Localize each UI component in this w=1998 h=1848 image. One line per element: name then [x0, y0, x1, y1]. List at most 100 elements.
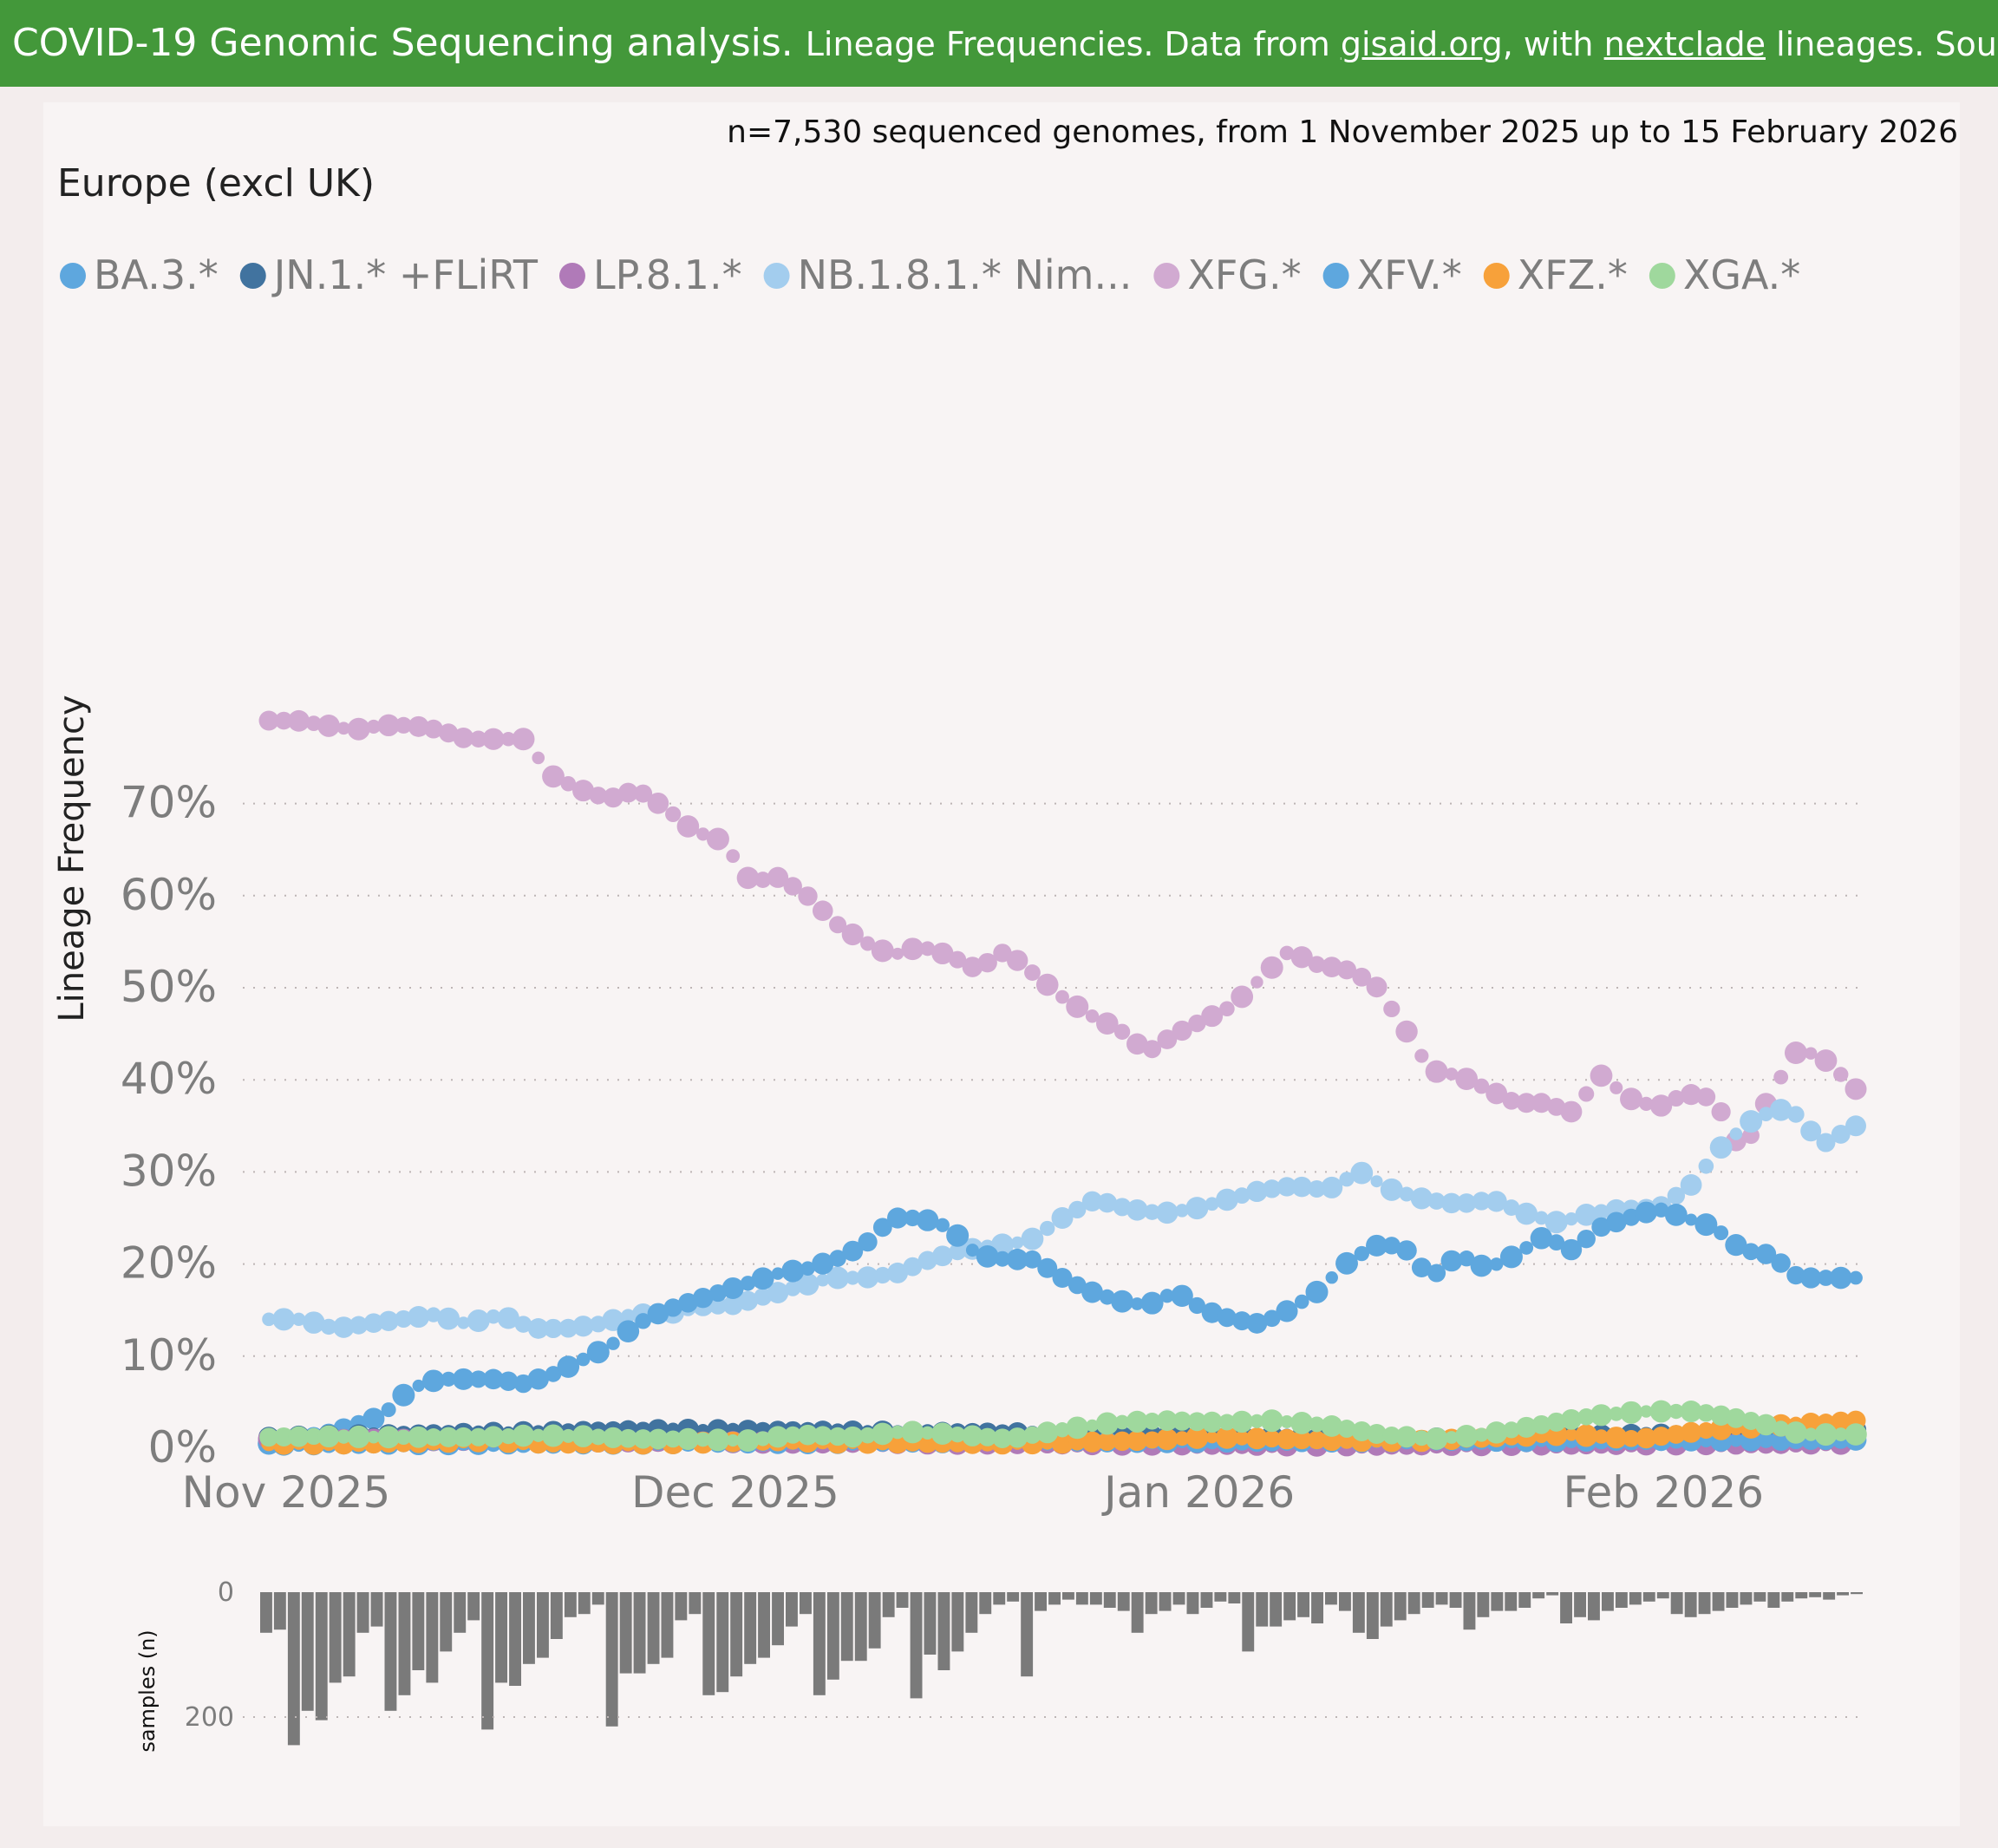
- sample-bar[interactable]: [1823, 1592, 1836, 1600]
- data-point[interactable]: [816, 1273, 830, 1287]
- data-point[interactable]: [1575, 1203, 1598, 1226]
- sample-bar[interactable]: [1035, 1592, 1047, 1611]
- data-point[interactable]: [994, 1251, 1010, 1267]
- data-point[interactable]: [1445, 1431, 1459, 1444]
- data-point[interactable]: [1531, 1093, 1551, 1113]
- data-point[interactable]: [1187, 1412, 1207, 1432]
- sample-bar[interactable]: [454, 1592, 467, 1633]
- sample-bar[interactable]: [1449, 1592, 1462, 1608]
- data-point[interactable]: [1425, 1060, 1448, 1083]
- data-point[interactable]: [1623, 1429, 1640, 1447]
- data-point[interactable]: [1818, 1270, 1834, 1286]
- data-point[interactable]: [1276, 1177, 1297, 1197]
- data-point[interactable]: [1143, 1412, 1161, 1430]
- sample-bar[interactable]: [1270, 1592, 1283, 1627]
- data-point[interactable]: [1445, 1068, 1459, 1081]
- data-point[interactable]: [1140, 1291, 1164, 1315]
- sample-bar[interactable]: [965, 1592, 978, 1633]
- data-point[interactable]: [1172, 1020, 1192, 1042]
- data-point[interactable]: [842, 1240, 864, 1262]
- data-point[interactable]: [1126, 1198, 1148, 1221]
- data-point[interactable]: [767, 866, 789, 888]
- sample-bar[interactable]: [1311, 1592, 1323, 1623]
- data-point[interactable]: [1845, 1115, 1866, 1137]
- data-point[interactable]: [977, 952, 997, 973]
- data-point[interactable]: [1308, 956, 1326, 973]
- data-point[interactable]: [1653, 1202, 1669, 1218]
- data-point[interactable]: [1007, 950, 1028, 971]
- data-point[interactable]: [1564, 1428, 1578, 1441]
- data-point[interactable]: [1321, 1415, 1343, 1437]
- data-point[interactable]: [1175, 1204, 1189, 1218]
- data-point[interactable]: [1594, 1429, 1609, 1444]
- data-point[interactable]: [1649, 1094, 1673, 1117]
- data-point[interactable]: [603, 787, 624, 808]
- data-point[interactable]: [1185, 1197, 1209, 1220]
- data-point[interactable]: [1425, 1427, 1448, 1450]
- sample-bar[interactable]: [1851, 1592, 1863, 1595]
- data-point[interactable]: [333, 1316, 355, 1338]
- data-point[interactable]: [635, 1313, 651, 1329]
- sample-bar[interactable]: [1021, 1592, 1034, 1677]
- data-point[interactable]: [1725, 1234, 1747, 1257]
- data-point[interactable]: [457, 1316, 470, 1329]
- data-point[interactable]: [408, 715, 429, 737]
- data-point[interactable]: [1188, 1014, 1206, 1033]
- legend-marker[interactable]: [558, 263, 585, 289]
- data-point[interactable]: [1578, 1086, 1595, 1102]
- sample-bar[interactable]: [1159, 1592, 1172, 1611]
- data-point[interactable]: [1758, 1432, 1774, 1448]
- sample-bar[interactable]: [979, 1592, 992, 1615]
- data-point[interactable]: [1546, 1412, 1566, 1432]
- data-point[interactable]: [1831, 1411, 1851, 1432]
- data-point[interactable]: [1502, 1092, 1521, 1110]
- data-point[interactable]: [381, 1402, 396, 1418]
- sample-bar[interactable]: [412, 1592, 425, 1670]
- data-point[interactable]: [347, 1425, 370, 1448]
- sample-bar[interactable]: [481, 1592, 494, 1730]
- sample-bar[interactable]: [343, 1592, 356, 1677]
- legend-marker[interactable]: [1649, 263, 1675, 289]
- data-point[interactable]: [362, 1407, 385, 1430]
- data-point[interactable]: [1095, 1412, 1119, 1435]
- sample-bar[interactable]: [1242, 1592, 1255, 1652]
- sample-bar[interactable]: [287, 1592, 300, 1746]
- sample-bar[interactable]: [1588, 1592, 1600, 1621]
- data-point[interactable]: [1231, 1410, 1253, 1433]
- data-point[interactable]: [1485, 1421, 1508, 1444]
- data-point[interactable]: [1427, 1192, 1446, 1210]
- data-point[interactable]: [1560, 1238, 1583, 1261]
- data-point[interactable]: [1294, 1294, 1309, 1309]
- data-point[interactable]: [1590, 1404, 1613, 1427]
- data-point[interactable]: [1668, 1403, 1684, 1420]
- sample-bar[interactable]: [675, 1592, 688, 1621]
- data-point[interactable]: [1085, 1009, 1100, 1023]
- data-point[interactable]: [695, 1432, 711, 1447]
- data-point[interactable]: [1593, 1204, 1610, 1220]
- data-point[interactable]: [856, 1266, 879, 1289]
- data-point[interactable]: [1205, 1197, 1219, 1211]
- data-point[interactable]: [872, 1218, 892, 1237]
- sample-bar[interactable]: [591, 1592, 604, 1605]
- sample-bar[interactable]: [1795, 1592, 1808, 1599]
- data-point[interactable]: [1666, 1425, 1686, 1444]
- legend-label[interactable]: XGA.*: [1683, 251, 1800, 298]
- data-point[interactable]: [1188, 1296, 1205, 1315]
- data-point[interactable]: [1216, 1426, 1238, 1449]
- data-point[interactable]: [1697, 1421, 1714, 1440]
- data-point[interactable]: [1458, 1250, 1475, 1267]
- data-point[interactable]: [1664, 1203, 1688, 1226]
- data-point[interactable]: [590, 1428, 607, 1446]
- data-point[interactable]: [1262, 1179, 1282, 1198]
- data-point[interactable]: [663, 1298, 682, 1317]
- data-point[interactable]: [1112, 1431, 1133, 1452]
- data-point[interactable]: [1787, 1106, 1805, 1123]
- data-point[interactable]: [1276, 1300, 1298, 1322]
- data-point[interactable]: [1455, 1424, 1479, 1447]
- data-point[interactable]: [1007, 1427, 1028, 1448]
- sample-bar[interactable]: [1297, 1592, 1309, 1617]
- data-point[interactable]: [1035, 973, 1059, 996]
- data-point[interactable]: [1515, 1202, 1538, 1225]
- data-point[interactable]: [377, 1426, 401, 1449]
- data-point[interactable]: [366, 719, 381, 735]
